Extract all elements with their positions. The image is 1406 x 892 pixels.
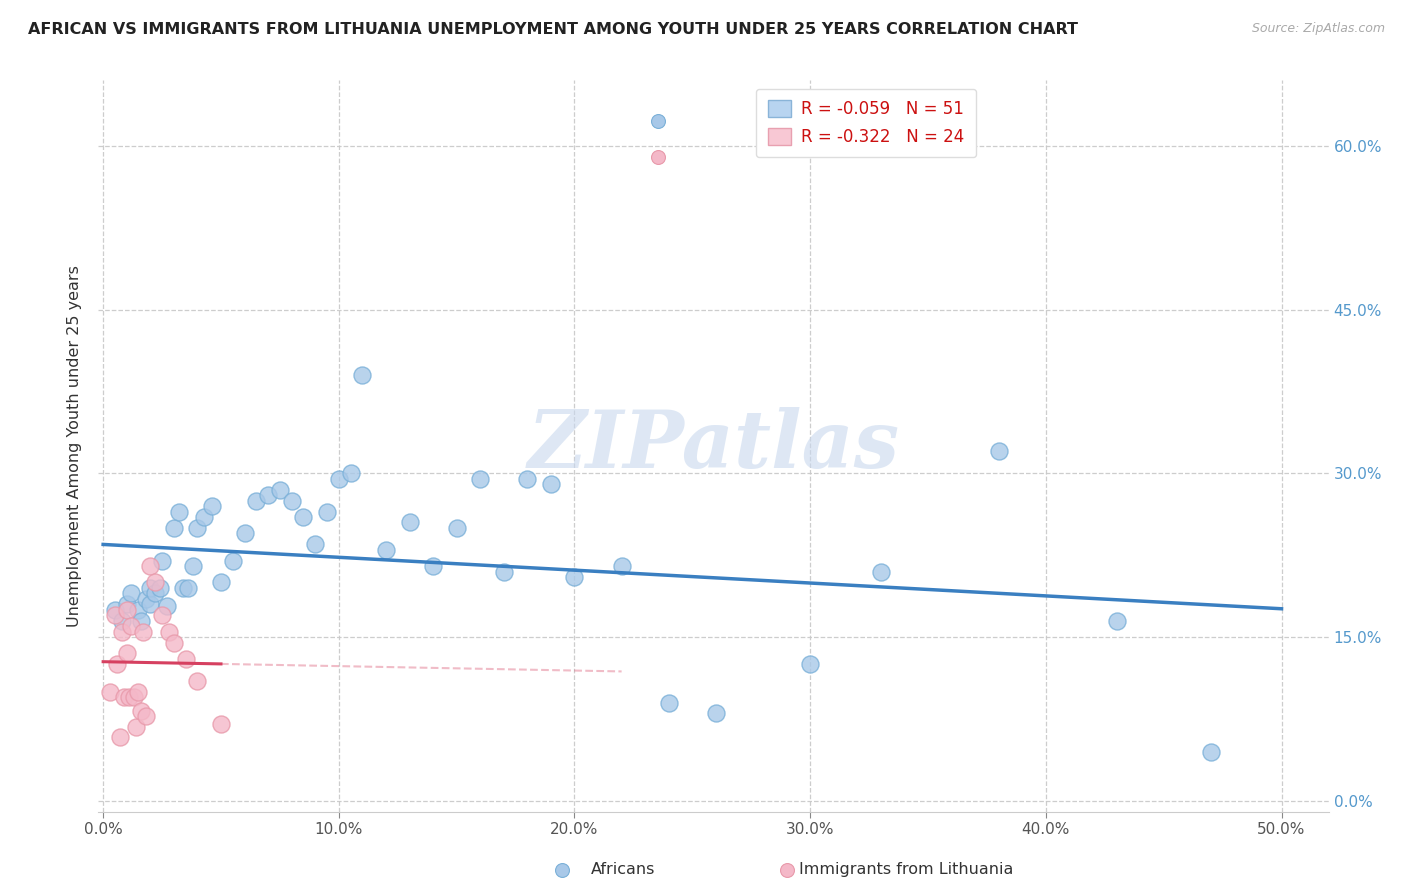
Point: [222, 554, 245, 568]
Point: [839, 700, 862, 714]
Point: [139, 559, 162, 574]
Point: [125, 720, 148, 734]
Point: [132, 624, 155, 639]
Point: [150, 608, 173, 623]
Point: [492, 565, 515, 579]
Text: AFRICAN VS IMMIGRANTS FROM LITHUANIA UNEMPLOYMENT AMONG YOUTH UNDER 25 YEARS COR: AFRICAN VS IMMIGRANTS FROM LITHUANIA UNE…: [28, 22, 1078, 37]
Point: [163, 521, 186, 535]
Point: [375, 542, 398, 557]
Point: [115, 597, 138, 611]
Point: [209, 717, 232, 731]
Point: [193, 510, 215, 524]
Point: [120, 586, 142, 600]
Point: [177, 581, 200, 595]
Point: [105, 657, 128, 672]
Legend: R = -0.059   N = 51, R = -0.322   N = 24: R = -0.059 N = 51, R = -0.322 N = 24: [756, 88, 976, 158]
Point: [172, 581, 194, 595]
Point: [422, 559, 444, 574]
Point: [143, 586, 166, 600]
Point: [139, 581, 162, 595]
Point: [120, 619, 142, 633]
Point: [135, 591, 157, 606]
Point: [1199, 745, 1222, 759]
Point: [987, 444, 1010, 458]
Point: [614, 700, 637, 714]
Point: [104, 603, 127, 617]
Point: [304, 537, 326, 551]
Point: [174, 652, 197, 666]
Point: [280, 493, 302, 508]
Point: [704, 706, 727, 721]
Point: [398, 516, 420, 530]
Point: [167, 504, 190, 518]
Point: [658, 696, 681, 710]
Point: [328, 472, 350, 486]
Point: [292, 510, 315, 524]
Text: Africans: Africans: [591, 863, 655, 877]
Point: [446, 521, 468, 535]
Point: [870, 565, 893, 579]
Point: [257, 488, 280, 502]
Point: [1105, 614, 1128, 628]
Point: [339, 467, 361, 481]
Point: [111, 624, 134, 639]
Point: [111, 614, 134, 628]
Point: [181, 559, 204, 574]
Text: Immigrants from Lithuania: Immigrants from Lithuania: [799, 863, 1012, 877]
Point: [540, 477, 562, 491]
Point: [112, 690, 135, 704]
Point: [245, 493, 267, 508]
Point: [156, 599, 179, 614]
Point: [127, 684, 149, 698]
Point: [139, 597, 162, 611]
Point: [269, 483, 291, 497]
Point: [516, 472, 538, 486]
Point: [200, 499, 222, 513]
Point: [150, 554, 173, 568]
Point: [129, 704, 152, 718]
Point: [135, 708, 157, 723]
Point: [186, 673, 208, 688]
Point: [564, 570, 586, 584]
Point: [127, 603, 149, 617]
Point: [352, 368, 374, 382]
Point: [799, 657, 821, 672]
Text: Source: ZipAtlas.com: Source: ZipAtlas.com: [1251, 22, 1385, 36]
Point: [115, 603, 138, 617]
Point: [470, 472, 492, 486]
Point: [209, 575, 232, 590]
Point: [104, 608, 127, 623]
Text: ZIPatlas: ZIPatlas: [527, 408, 900, 484]
Point: [149, 581, 172, 595]
Point: [233, 526, 256, 541]
Point: [98, 684, 121, 698]
Point: [129, 614, 152, 628]
Y-axis label: Unemployment Among Youth under 25 years: Unemployment Among Youth under 25 years: [67, 265, 83, 627]
Point: [157, 624, 180, 639]
Point: [118, 690, 141, 704]
Point: [143, 575, 166, 590]
Point: [115, 647, 138, 661]
Point: [122, 690, 145, 704]
Point: [610, 559, 633, 574]
Point: [163, 635, 186, 649]
Point: [316, 504, 339, 518]
Point: [108, 731, 131, 745]
Point: [186, 521, 208, 535]
